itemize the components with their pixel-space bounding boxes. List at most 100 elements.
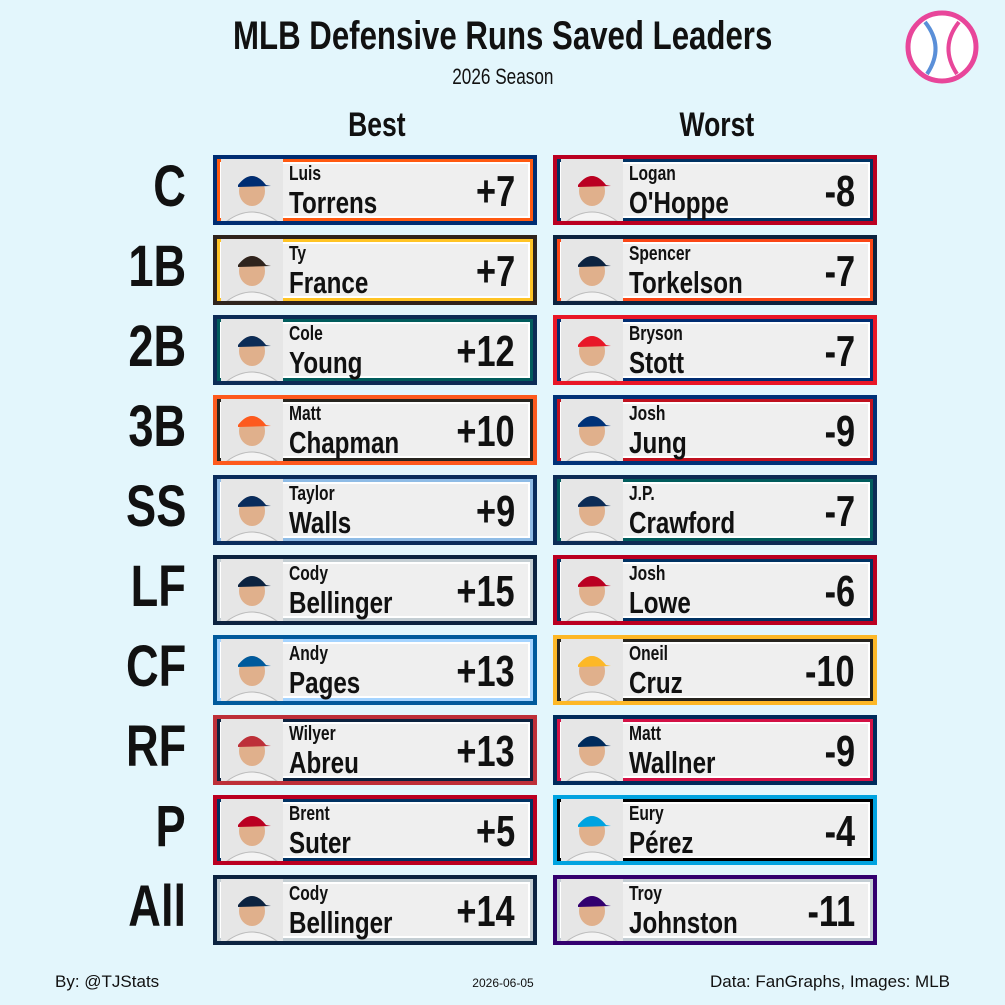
position-label: 2B: [76, 313, 186, 380]
position-label: C: [76, 153, 186, 220]
position-text: LF: [130, 554, 186, 619]
position-text: CF: [125, 634, 186, 699]
position-text: RF: [125, 714, 186, 779]
position-text: All: [128, 874, 186, 939]
last-name: Pérez: [629, 825, 712, 861]
player-card: Brent Suter +5: [213, 795, 537, 865]
first-name: Wilyer: [289, 723, 349, 746]
first-name-text: Wilyer: [289, 723, 336, 745]
drs-value: +5: [465, 807, 515, 857]
last-name: Bellinger: [289, 585, 422, 621]
player-photo: [221, 399, 283, 461]
last-name: Walls: [289, 505, 369, 541]
first-name: Brent: [289, 803, 341, 826]
player-photo: [561, 319, 623, 381]
player-photo: [561, 239, 623, 301]
last-name: Young: [289, 345, 383, 381]
position-label: LF: [76, 553, 186, 620]
last-name: Torrens: [289, 185, 402, 221]
first-name: Cody: [289, 883, 339, 906]
drs-value: -7: [816, 487, 855, 537]
last-name-text: Young: [289, 345, 363, 380]
logo-seam: [946, 20, 961, 76]
first-name: Matt: [629, 723, 670, 746]
player-card: Cole Young +12: [213, 315, 537, 385]
drs-value: +7: [465, 167, 515, 217]
player-card: Wilyer Abreu +13: [213, 715, 537, 785]
last-name: Pages: [289, 665, 380, 701]
last-name: Lowe: [629, 585, 708, 621]
position-text: 3B: [128, 394, 186, 459]
drs-value: -11: [794, 887, 855, 937]
drs-value-text: -9: [824, 727, 855, 776]
last-name: Johnston: [629, 905, 769, 941]
first-name-text: Josh: [629, 563, 666, 585]
drs-value: -10: [791, 647, 855, 697]
player-card: Matt Chapman +10: [213, 395, 537, 465]
last-name-text: Bellinger: [289, 905, 393, 940]
player-photo: [221, 239, 283, 301]
player-photo: [221, 319, 283, 381]
last-name-text: Pérez: [629, 825, 694, 860]
last-name-text: O'Hoppe: [629, 185, 729, 220]
logo-ring: [905, 10, 979, 84]
brand-logo: [905, 10, 979, 84]
last-name-text: Pages: [289, 665, 361, 700]
subtitle-text: 2026 Season: [451, 64, 554, 89]
date: 2026-06-05: [472, 976, 534, 990]
last-name: Jung: [629, 425, 703, 461]
column-header: Worst: [553, 106, 881, 145]
player-card: Troy Johnston -11: [553, 875, 877, 945]
player-photo: [221, 799, 283, 861]
logo-seam: [923, 20, 938, 76]
drs-value: +12: [440, 327, 515, 377]
drs-value: +9: [465, 487, 515, 537]
first-name-text: Brent: [289, 803, 330, 825]
drs-value: -8: [816, 167, 855, 217]
last-name-text: Bellinger: [289, 585, 393, 620]
player-photo: [561, 719, 623, 781]
last-name: Chapman: [289, 425, 430, 461]
last-name: Suter: [289, 825, 368, 861]
drs-value: +13: [440, 647, 515, 697]
player-photo: [561, 799, 623, 861]
credit: By: @TJStats: [55, 972, 160, 991]
last-name-text: Torrens: [289, 185, 378, 220]
position-text: P: [155, 794, 186, 859]
first-name-text: Bryson: [629, 323, 683, 345]
player-card: Spencer Torkelson -7: [553, 235, 877, 305]
drs-value-text: -11: [807, 887, 855, 936]
player-card: Bryson Stott -7: [553, 315, 877, 385]
drs-value-text: -7: [824, 327, 855, 376]
first-name: Luis: [289, 163, 330, 186]
last-name-text: Suter: [289, 825, 351, 860]
drs-value-text: -6: [824, 567, 855, 616]
first-name: Josh: [629, 403, 676, 426]
first-name: Oneil: [629, 643, 679, 666]
first-name-text: Cody: [289, 883, 328, 905]
player-card: Andy Pages +13: [213, 635, 537, 705]
last-name-text: Abreu: [289, 745, 359, 780]
first-name-text: Josh: [629, 403, 666, 425]
first-name-text: J.P.: [629, 483, 655, 505]
last-name-text: Stott: [629, 345, 685, 380]
player-photo: [561, 399, 623, 461]
player-card: Oneil Cruz -10: [553, 635, 877, 705]
player-photo: [221, 159, 283, 221]
drs-value: +13: [440, 727, 515, 777]
position-label: P: [76, 793, 186, 860]
last-name: O'Hoppe: [629, 185, 757, 221]
position-text: SS: [125, 474, 186, 539]
position-text: 2B: [128, 314, 186, 379]
last-name-text: France: [289, 265, 369, 300]
position-label: SS: [76, 473, 186, 540]
last-name: Crawford: [629, 505, 765, 541]
first-name-text: Ty: [289, 243, 307, 265]
first-name: Bryson: [629, 323, 698, 346]
drs-value-text: -10: [805, 647, 855, 696]
player-card: J.P. Crawford -7: [553, 475, 877, 545]
drs-value-text: +12: [456, 327, 515, 376]
drs-value: -4: [816, 807, 855, 857]
drs-value-text: -8: [824, 167, 855, 216]
player-card: Cody Bellinger +14: [213, 875, 537, 945]
